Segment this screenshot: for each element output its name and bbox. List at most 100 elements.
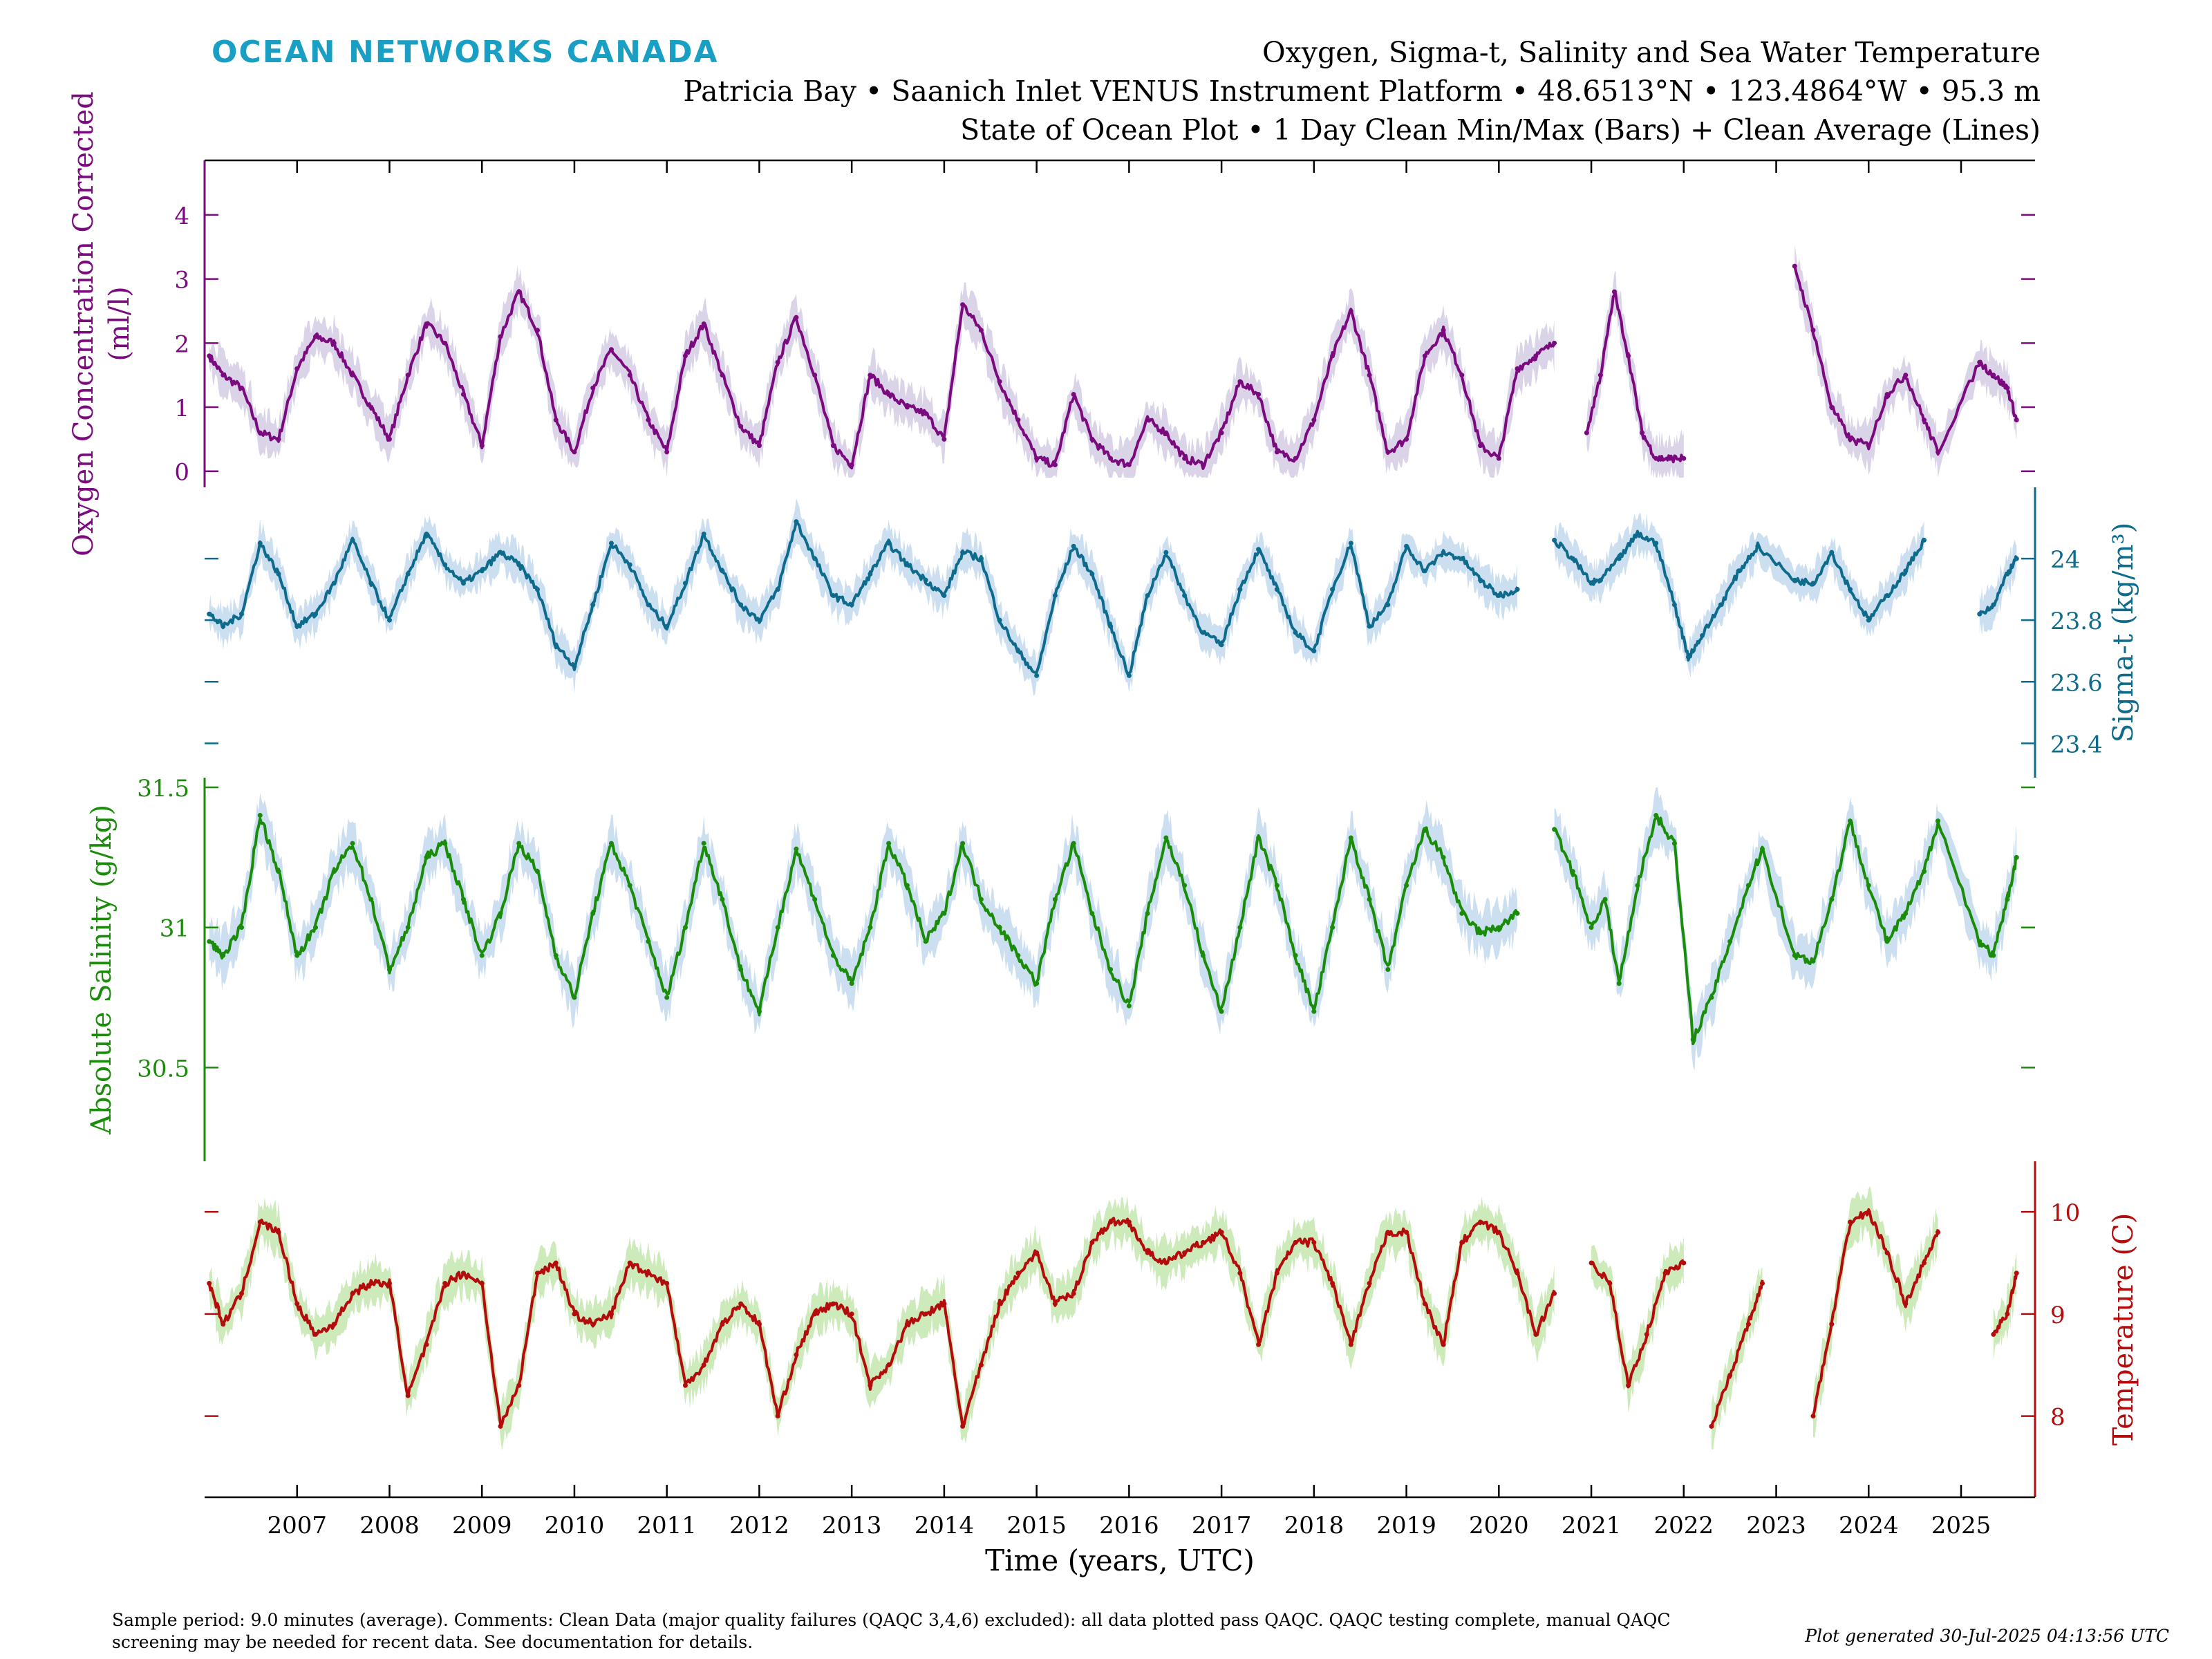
data-point-temperature <box>1588 1260 1594 1266</box>
data-point-absolute-salinity <box>978 897 984 902</box>
x-tick-label: 2018 <box>1284 1512 1344 1539</box>
data-point-oxygen-concentration-corrected <box>1052 462 1058 467</box>
data-point-sigma-t <box>849 602 854 608</box>
data-point-temperature <box>1052 1301 1058 1306</box>
data-point-sigma-t <box>2005 571 2010 577</box>
data-point-temperature <box>1903 1301 1909 1306</box>
data-point-temperature <box>738 1301 744 1306</box>
data-point-oxygen-concentration-corrected <box>238 385 244 391</box>
data-point-temperature <box>1422 1301 1427 1306</box>
data-point-temperature <box>238 1291 244 1296</box>
data-point-temperature <box>1293 1239 1298 1245</box>
data-point-sigma-t <box>923 577 928 583</box>
data-point-sigma-t <box>221 624 226 629</box>
data-point-sigma-t <box>1145 593 1150 599</box>
data-point-oxygen-concentration-corrected <box>1515 366 1520 371</box>
data-point-sigma-t <box>1552 537 1557 543</box>
data-point-oxygen-concentration-corrected <box>368 404 374 410</box>
data-point-temperature <box>1478 1219 1483 1225</box>
data-point-absolute-salinity <box>1274 883 1280 888</box>
data-point-sigma-t <box>460 581 466 586</box>
data-point-sigma-t <box>812 556 818 561</box>
data-point-temperature <box>868 1382 873 1388</box>
data-point-temperature <box>479 1281 485 1286</box>
y-tick-label: 3 <box>174 267 189 294</box>
data-point-sigma-t <box>1311 648 1317 654</box>
data-point-temperature <box>331 1322 337 1327</box>
data-point-absolute-salinity <box>1653 813 1659 818</box>
data-point-oxygen-concentration-corrected <box>312 334 318 339</box>
data-point-absolute-salinity <box>1311 1009 1317 1014</box>
data-point-sigma-t <box>1496 593 1501 599</box>
data-point-sigma-t <box>1089 571 1095 577</box>
data-point-temperature <box>646 1271 651 1276</box>
data-point-absolute-salinity <box>1977 939 1983 944</box>
data-point-sigma-t <box>1219 642 1224 648</box>
y-axis-title-oxygen-concentration-corrected: (ml/l) <box>104 286 135 361</box>
y-tick-label: 23.8 <box>2050 608 2103 635</box>
data-point-oxygen-concentration-corrected <box>1367 373 1372 378</box>
data-point-temperature <box>1200 1239 1206 1245</box>
data-point-temperature <box>886 1362 892 1368</box>
series-line-temperature-3 <box>1812 1208 1940 1417</box>
data-point-oxygen-concentration-corrected <box>1237 379 1243 384</box>
data-point-sigma-t <box>386 617 392 623</box>
data-point-sigma-t <box>720 568 725 574</box>
data-point-oxygen-concentration-corrected <box>1459 373 1465 378</box>
data-point-oxygen-concentration-corrected <box>1991 373 1996 378</box>
data-point-temperature <box>812 1311 818 1317</box>
x-tick-label: 2007 <box>267 1512 327 1539</box>
data-point-temperature <box>498 1423 503 1429</box>
data-point-oxygen-concentration-corrected <box>257 430 263 435</box>
data-point-oxygen-concentration-corrected <box>738 424 744 429</box>
data-point-sigma-t <box>1597 577 1603 583</box>
data-point-absolute-salinity <box>1293 953 1298 958</box>
data-point-sigma-t <box>868 571 873 577</box>
data-point-sigma-t <box>1755 543 1761 549</box>
data-point-sigma-t <box>312 611 318 617</box>
data-point-absolute-salinity <box>1602 897 1608 902</box>
data-point-absolute-salinity <box>682 925 688 930</box>
data-point-temperature <box>257 1219 263 1225</box>
data-point-absolute-salinity <box>1884 939 1890 944</box>
data-point-oxygen-concentration-corrected <box>701 321 706 326</box>
data-point-oxygen-concentration-corrected <box>923 411 928 416</box>
data-point-absolute-salinity <box>1200 953 1206 958</box>
data-point-sigma-t <box>1441 550 1446 555</box>
data-point-absolute-salinity <box>886 841 892 846</box>
data-point-oxygen-concentration-corrected <box>1182 456 1188 461</box>
data-point-absolute-salinity <box>1727 939 1733 944</box>
data-point-oxygen-concentration-corrected <box>1977 359 1983 365</box>
data-point-sigma-t <box>830 593 836 599</box>
data-point-temperature <box>207 1281 212 1286</box>
data-point-oxygen-concentration-corrected <box>1311 418 1317 423</box>
data-point-oxygen-concentration-corrected <box>1330 353 1335 359</box>
data-point-temperature <box>1182 1250 1188 1255</box>
data-point-sigma-t <box>590 602 596 608</box>
data-point-oxygen-concentration-corrected <box>479 443 485 449</box>
data-point-oxygen-concentration-corrected <box>664 449 670 455</box>
data-point-oxygen-concentration-corrected <box>534 328 540 333</box>
data-point-absolute-salinity <box>775 925 780 930</box>
data-point-sigma-t <box>1348 541 1353 546</box>
y-tick-label: 31.5 <box>137 775 189 803</box>
data-point-absolute-salinity <box>1922 869 1927 874</box>
series-line-temperature-2 <box>1710 1280 1764 1427</box>
data-point-oxygen-concentration-corrected <box>812 373 818 378</box>
data-point-sigma-t <box>276 571 281 577</box>
y-tick-label: 30.5 <box>137 1055 189 1082</box>
data-point-absolute-salinity <box>1145 910 1150 916</box>
data-point-temperature <box>1607 1281 1613 1286</box>
data-point-oxygen-concentration-corrected <box>794 315 799 320</box>
data-point-sigma-t <box>1792 577 1797 583</box>
data-point-temperature <box>590 1322 596 1327</box>
data-point-temperature <box>534 1271 540 1276</box>
data-point-absolute-salinity <box>350 841 355 846</box>
data-point-absolute-salinity <box>997 925 1002 930</box>
data-point-absolute-salinity <box>868 925 873 930</box>
x-tick-label: 2024 <box>1839 1512 1899 1539</box>
data-point-temperature <box>1848 1219 1853 1225</box>
data-point-temperature <box>1681 1260 1687 1266</box>
data-point-oxygen-concentration-corrected <box>1126 462 1132 467</box>
data-point-sigma-t <box>756 617 762 623</box>
